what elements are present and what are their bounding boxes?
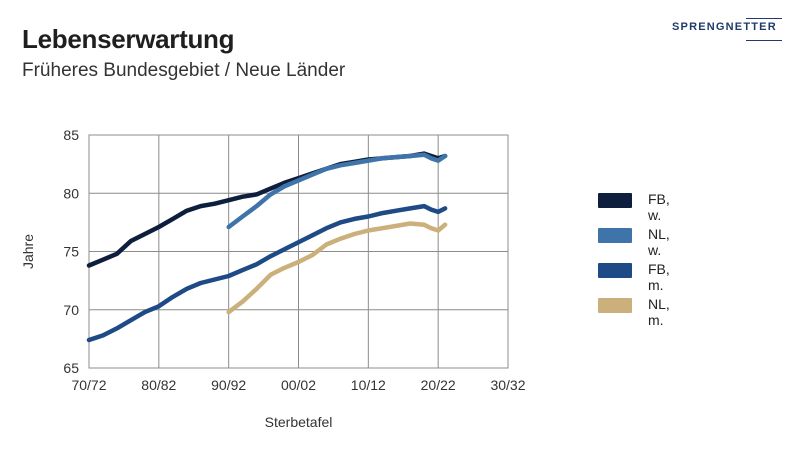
x-tick-label: 10/12 bbox=[351, 377, 386, 393]
logo-line-bottom bbox=[746, 40, 782, 41]
y-tick-label: 80 bbox=[63, 185, 79, 201]
logo-line-top bbox=[746, 18, 782, 19]
x-tick-label: 00/02 bbox=[281, 377, 316, 393]
x-tick-label: 70/72 bbox=[71, 377, 106, 393]
legend-swatch bbox=[598, 228, 632, 243]
series-line-2 bbox=[226, 152, 448, 230]
legend-label: FB, w. bbox=[648, 191, 670, 223]
x-tick-label: 80/82 bbox=[141, 377, 176, 393]
plot-frame bbox=[88, 134, 509, 369]
legend-swatch bbox=[598, 298, 632, 313]
chart-title: Lebenserwartung bbox=[22, 24, 235, 54]
y-tick-label: 75 bbox=[63, 244, 79, 260]
legend-swatch bbox=[598, 193, 632, 208]
legend-label: NL, m. bbox=[648, 296, 670, 328]
chart-subtitle: Früheres Bundesgebiet / Neue Länder bbox=[22, 60, 346, 81]
legend-label: FB, m. bbox=[648, 261, 670, 293]
x-tick-label: 20/22 bbox=[421, 377, 456, 393]
legend-swatch bbox=[598, 263, 632, 278]
x-axis-label: Sterbetafel bbox=[265, 414, 333, 430]
sprengnetter-logo: SPRENGNETTER bbox=[672, 18, 784, 44]
x-tick-label: 30/32 bbox=[490, 377, 525, 393]
legend-label: NL, w. bbox=[648, 226, 670, 258]
y-tick-label: 65 bbox=[63, 360, 79, 376]
y-tick-label: 85 bbox=[63, 127, 79, 143]
series-line-4 bbox=[226, 221, 448, 315]
y-tick-label: 70 bbox=[63, 302, 79, 318]
series-line-3 bbox=[86, 203, 448, 343]
x-tick-label: 90/92 bbox=[211, 377, 246, 393]
logo-text: SPRENGNETTER bbox=[672, 21, 777, 33]
y-axis-label: Jahre bbox=[20, 234, 36, 269]
